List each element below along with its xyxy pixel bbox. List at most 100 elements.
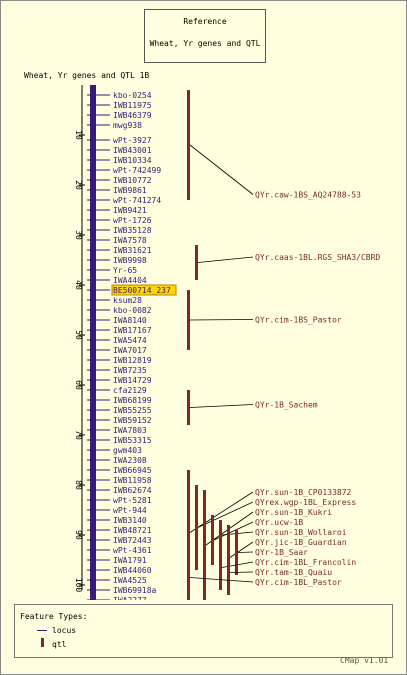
marker-label[interactable]: IWB72443	[113, 536, 152, 545]
marker-label[interactable]: IWB14729	[113, 376, 152, 385]
qtl-bar[interactable]	[195, 485, 198, 570]
marker-label[interactable]: IWA4525	[113, 576, 147, 585]
ruler-tick-label: 30	[74, 230, 83, 240]
marker-label[interactable]: IWA4404	[113, 276, 147, 285]
qtl-bar[interactable]	[187, 90, 190, 200]
qtl-label[interactable]: QYr.caas-1BL.RGS_SHA3/CBRD	[255, 253, 380, 262]
marker-label[interactable]: IWB11958	[113, 476, 152, 485]
marker-label[interactable]: IWB12819	[113, 356, 152, 365]
marker-label[interactable]: IWB9861	[113, 186, 147, 195]
ruler-tick-label: 20	[74, 180, 83, 190]
marker-label[interactable]: IWB10334	[113, 156, 152, 165]
qtl-label[interactable]: QYrex.wgp-1BL_Express	[255, 498, 356, 507]
qtl-bar[interactable]	[203, 490, 206, 600]
qtl-bar[interactable]	[187, 390, 190, 425]
marker-label[interactable]: IWA8140	[113, 316, 147, 325]
version-label: CMap v1.01	[340, 656, 389, 665]
marker-label[interactable]: IWB9421	[113, 206, 147, 215]
qtl-leader	[189, 404, 254, 408]
qtl-label[interactable]: QYr.ucw-1B	[255, 518, 303, 527]
qtl-label[interactable]: QYr.sun-1B_Wollaroi	[255, 528, 347, 537]
marker-label[interactable]: IWA2308	[113, 456, 147, 465]
qtl-label[interactable]: QYr.cim-1BL_Pastor	[255, 578, 342, 587]
qtl-leader	[189, 491, 254, 533]
marker-label[interactable]: IWB44060	[113, 566, 152, 575]
qtl-leader	[189, 319, 254, 321]
qtl-bar[interactable]	[235, 530, 238, 575]
qtl-bar[interactable]	[187, 555, 190, 600]
qtl-label[interactable]: QYr.jic-1B_Guardian	[255, 538, 347, 547]
legend-qtl-label: qtl	[52, 640, 67, 649]
marker-label[interactable]: IWB68199	[113, 396, 152, 405]
ruler-tick-label: 10	[74, 130, 83, 140]
marker-label[interactable]: IWB11975	[113, 101, 152, 110]
qtl-bar[interactable]	[219, 520, 222, 550]
marker-label[interactable]: IWB35128	[113, 226, 152, 235]
qtl-bar[interactable]	[187, 470, 190, 595]
marker-label[interactable]: IWA2277	[113, 596, 147, 600]
qtl-leader	[197, 256, 254, 263]
qtl-bar[interactable]	[227, 550, 230, 595]
legend-locus-label: locus	[52, 626, 77, 635]
ruler-tick-label: 60	[74, 380, 83, 390]
marker-label[interactable]: Yr-65	[113, 266, 137, 275]
marker-label[interactable]: wPt-741274	[113, 196, 161, 205]
marker-label[interactable]: IWB46379	[113, 111, 152, 120]
marker-label[interactable]: wPt-1726	[113, 216, 152, 225]
marker-label[interactable]: IWB62674	[113, 486, 152, 495]
ruler-tick-label: 80	[74, 480, 83, 490]
marker-label[interactable]: wPt-944	[113, 506, 147, 515]
marker-label[interactable]: gwm403	[113, 446, 142, 455]
marker-label[interactable]: IWB66945	[113, 466, 152, 475]
ruler-tick-label: 90	[74, 530, 83, 540]
qtl-label[interactable]: QYr.caw-1BS_AQ24788-53	[255, 191, 361, 200]
marker-label[interactable]: IWA5474	[113, 336, 147, 345]
marker-label[interactable]: IWB17167	[113, 326, 152, 335]
marker-label[interactable]: mwg938	[113, 121, 142, 130]
marker-label[interactable]: wPt-4361	[113, 546, 152, 555]
marker-label[interactable]: IWB3140	[113, 516, 147, 525]
marker-label[interactable]: IWB59152	[113, 416, 152, 425]
qtl-label[interactable]: QYr.cim-1BL_Francolin	[255, 558, 356, 567]
qtl-bar[interactable]	[195, 245, 198, 280]
qtl-label[interactable]: QYr-1B_Sachem	[255, 401, 318, 410]
qtl-bar[interactable]	[219, 545, 222, 590]
marker-label[interactable]: IWB43001	[113, 146, 152, 155]
qtl-label[interactable]: QYr-1B_Saar	[255, 548, 308, 557]
marker-label[interactable]: BE500714_237	[113, 286, 171, 295]
qtl-label[interactable]: QYr.sun-1B_CP0133872	[255, 488, 352, 497]
map-title[interactable]: Wheat, Yr genes and QTL 1B	[24, 71, 150, 80]
marker-label[interactable]: IWA7578	[113, 236, 147, 245]
marker-label[interactable]: ksum28	[113, 296, 142, 305]
marker-label[interactable]: IWB9998	[113, 256, 147, 265]
marker-label[interactable]: kbo-0254	[113, 91, 152, 100]
chromosome-axis[interactable]	[90, 85, 96, 600]
marker-label[interactable]: IWA7803	[113, 426, 147, 435]
marker-label[interactable]: IWB7235	[113, 366, 147, 375]
marker-label[interactable]: IWB53315	[113, 436, 152, 445]
marker-label[interactable]: IWB31621	[113, 246, 152, 255]
marker-label[interactable]: IWB69918a	[113, 586, 157, 595]
qtl-label[interactable]: QYr.cim-1BS_Pastor	[255, 316, 342, 325]
marker-label[interactable]: cfa2129	[113, 386, 147, 395]
qtl-label[interactable]: QYr.tam-1B_Quaiu	[255, 568, 332, 577]
marker-label[interactable]: wPt-742499	[113, 166, 161, 175]
reference-label: Reference	[183, 17, 227, 26]
marker-label[interactable]: IWA1791	[113, 556, 147, 565]
marker-label[interactable]: wPt-5281	[113, 496, 152, 505]
reference-panel[interactable]: Reference Wheat, Yr genes and QTL	[144, 9, 266, 63]
marker-label[interactable]: IWB48721	[113, 526, 152, 535]
marker-label[interactable]: IWA7017	[113, 346, 147, 355]
qtl-bar[interactable]	[211, 515, 214, 565]
marker-label[interactable]: IWB55255	[113, 406, 152, 415]
qtl-bar[interactable]	[187, 290, 190, 350]
ruler-tick-label: 70	[74, 430, 83, 440]
qtl-leader	[189, 144, 254, 195]
reference-title: Wheat, Yr genes and QTL	[149, 39, 261, 48]
marker-label[interactable]: kbo-0082	[113, 306, 152, 315]
marker-label[interactable]: wPt-3927	[113, 136, 152, 145]
marker-label[interactable]: IWB10772	[113, 176, 152, 185]
qtl-leader	[237, 551, 254, 553]
legend-title: Feature Types:	[20, 612, 88, 621]
qtl-label[interactable]: QYr.sun-1B_Kukri	[255, 508, 332, 517]
